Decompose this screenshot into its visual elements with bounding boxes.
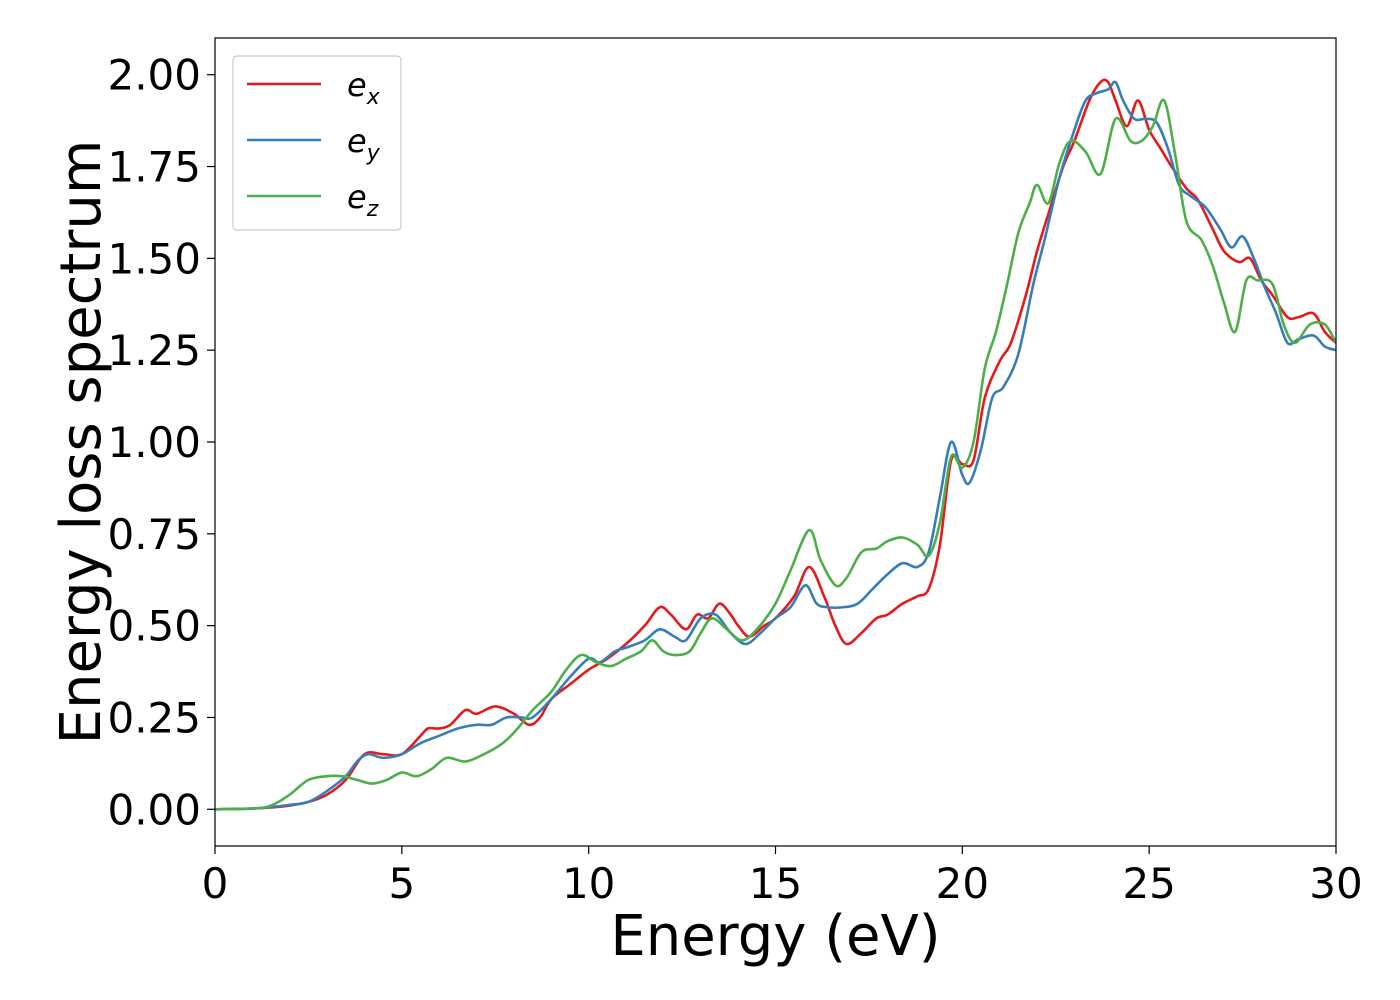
plot-lines bbox=[215, 78, 1336, 811]
x-axis: 0 5 10 15 20 25 30 bbox=[202, 846, 1363, 908]
y-tick-label: 0.25 bbox=[107, 693, 201, 742]
y-tick-label: 2.00 bbox=[107, 51, 201, 100]
y-axis: 0.00 0.25 0.50 0.75 1.00 1.25 1.50 1.75 2.00 bbox=[107, 51, 215, 834]
y-tick-label: 1.25 bbox=[107, 326, 201, 375]
legend-box bbox=[232, 55, 402, 231]
x-tick-label: 0 bbox=[202, 859, 229, 908]
x-tick-label: 25 bbox=[1122, 859, 1175, 908]
series-line-z bbox=[215, 98, 1336, 811]
legend-label-z: ez bbox=[347, 178, 379, 222]
legend-label-y: ey bbox=[347, 122, 381, 166]
x-tick-label: 20 bbox=[936, 859, 989, 908]
y-tick-label: 1.50 bbox=[107, 234, 201, 283]
y-tick-label: 0.50 bbox=[107, 602, 201, 651]
y-tick-label: 1.75 bbox=[107, 143, 201, 192]
series-line-y bbox=[215, 80, 1336, 811]
x-axis-title: Energy (eV) bbox=[610, 904, 940, 969]
y-tick-label: 0.00 bbox=[107, 785, 201, 834]
y-tick-label: 1.00 bbox=[107, 418, 201, 467]
series-line-x bbox=[215, 78, 1336, 811]
y-axis-title: Energy loss spectrum bbox=[49, 140, 114, 745]
y-tick-label: 0.75 bbox=[107, 510, 201, 559]
x-tick-label: 15 bbox=[749, 859, 802, 908]
legend: ex ey ez bbox=[232, 55, 402, 231]
x-tick-label: 30 bbox=[1309, 859, 1362, 908]
x-tick-label: 5 bbox=[388, 859, 415, 908]
legend-label-x: ex bbox=[347, 66, 381, 110]
x-tick-label: 10 bbox=[562, 859, 615, 908]
